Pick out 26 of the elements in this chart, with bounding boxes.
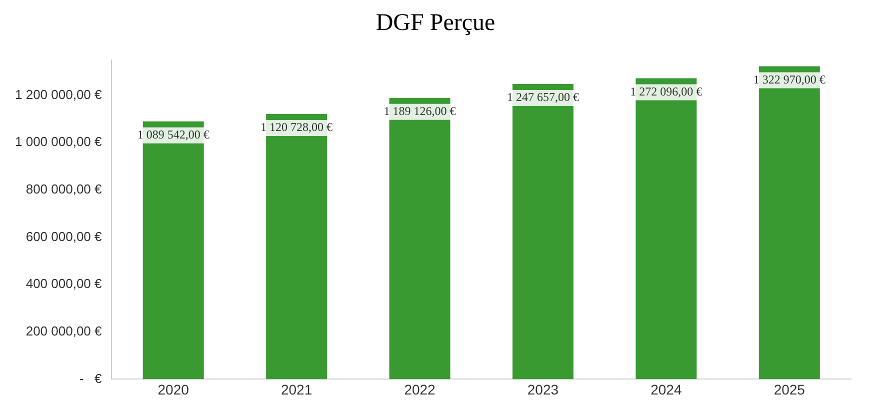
x-tick-label: 2023	[527, 381, 559, 398]
x-tick-label: 2021	[280, 381, 312, 398]
x-tick-label: 2025	[774, 381, 806, 398]
bar	[636, 78, 697, 380]
y-tick-label: - €	[79, 370, 103, 386]
bar	[512, 84, 574, 380]
y-tick-label: 600 000,00 €	[26, 228, 103, 244]
y-tick-label: 200 000,00 €	[26, 323, 103, 338]
y-tick-label: 800 000,00 €	[26, 182, 103, 197]
y-tick-label: 400 000,00 €	[26, 276, 103, 292]
chart-title: DGF Perçue	[374, 10, 496, 38]
x-tick-label: 2020	[158, 381, 190, 398]
data-label: 1 322 970,00 €	[753, 72, 826, 86]
x-tick-label: 2024	[650, 381, 682, 398]
bar	[389, 98, 450, 380]
data-label: 1 272 096,00 €	[630, 84, 702, 98]
data-label: 1 247 657,00 €	[506, 90, 579, 104]
data-label: 1 089 542,00 €	[137, 128, 210, 142]
x-tick-label: 2022	[404, 381, 436, 398]
data-label: 1 120 728,00 €	[260, 120, 333, 134]
y-tick-label: 1 000 000,00 €	[14, 134, 103, 150]
data-label: 1 189 126,00 €	[384, 104, 456, 118]
bar	[758, 66, 820, 380]
bar	[142, 121, 204, 380]
bar	[266, 114, 328, 380]
y-tick-label: 1 200 000,00 €	[14, 86, 103, 102]
